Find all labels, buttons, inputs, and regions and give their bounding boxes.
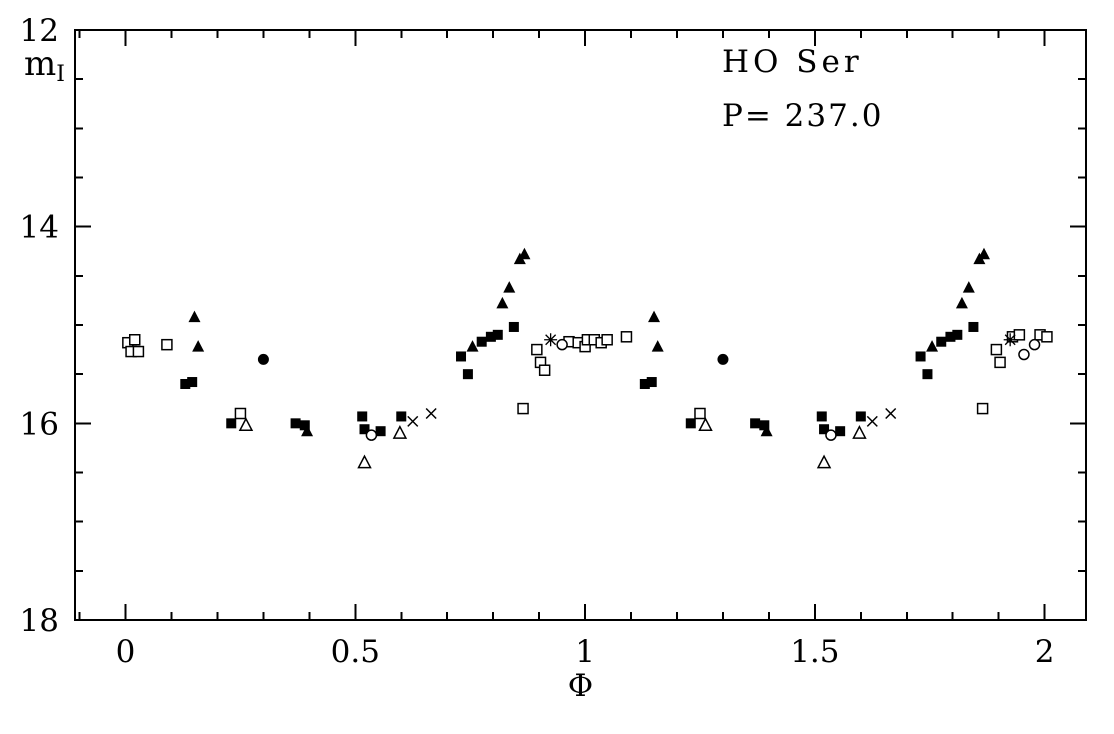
series-filled-triangle [188, 247, 990, 437]
y-tick-label: 12 [20, 13, 59, 49]
y-axis-label-main: m [24, 44, 57, 84]
scatter-points [122, 247, 1053, 469]
series-filled-circle [257, 353, 729, 365]
x-tick-label: 1 [575, 634, 595, 670]
y-tick-label: 18 [20, 603, 59, 639]
series-open-square [122, 329, 1053, 420]
axis-ticks [75, 29, 1086, 621]
x-axis-label: Φ [567, 668, 594, 704]
period-label: P= 237.0 [722, 98, 884, 134]
series-cross [407, 407, 897, 427]
y-tick-label: 16 [20, 406, 59, 442]
star-name-label: HO Ser [722, 44, 863, 80]
x-tick-label: 0 [116, 634, 136, 670]
series-open-triangle [238, 417, 867, 469]
y-axis-label: mI [24, 44, 65, 87]
x-tick-label: 0.5 [331, 634, 380, 670]
tick-labels: 0 0.5 1 1.5 2 12 14 16 18 [20, 13, 1055, 670]
x-tick-label: 1.5 [790, 634, 839, 670]
y-tick-label: 14 [20, 210, 59, 246]
series-asterisk [544, 333, 1017, 347]
series-open-circle [365, 338, 1041, 441]
plot-frame [74, 29, 1087, 621]
y-axis-label-sub: I [56, 62, 65, 87]
x-tick-label: 2 [1035, 634, 1055, 670]
series-filled-square [180, 321, 979, 437]
